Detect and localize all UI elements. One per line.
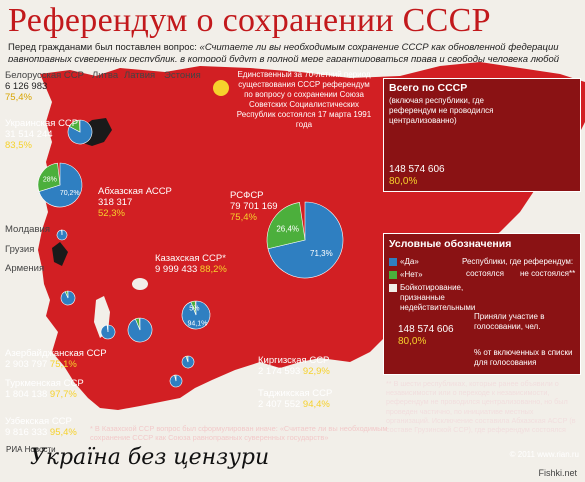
label-georgia: Грузия [5, 244, 35, 255]
pie-slice [185, 355, 189, 363]
legend-sample-stats: 148 574 606 80,0% [398, 324, 454, 347]
label-kazakh: Казахская ССР* 9 999 433 88,2% [155, 253, 227, 275]
pie-slice [38, 162, 83, 208]
total-panel [383, 78, 581, 192]
pie-slice [174, 374, 177, 382]
pie-slice [68, 119, 81, 133]
pie-8 [100, 324, 116, 340]
legend-title: Условные обозначения [389, 238, 512, 250]
label-lithuania: Литва [92, 70, 119, 81]
footer-right: © 2011 www.rian.ru [509, 450, 579, 459]
legend-no: «Нет» [400, 270, 423, 279]
hammer-sickle-icon [213, 80, 229, 96]
pie-10 [169, 374, 183, 388]
label-kyrgyz: Киргизская ССР 2 174 593 92,9% [258, 355, 330, 377]
legend-not-held: не состоялся** [520, 269, 576, 278]
legend-boycott-swatch [389, 284, 397, 292]
legend-yes-swatch [389, 258, 397, 266]
pie-slice [134, 317, 141, 331]
label-armenia: Армения [5, 263, 45, 274]
pie-2: 70,2%28% [37, 162, 83, 208]
label-uzbek: Узбекская ССР 9 816 333 95,4% [5, 416, 77, 438]
pie-4: 94,1% 5% [181, 300, 211, 330]
kazakh-footnote: * В Казахской ССР вопрос был сформулиров… [90, 424, 388, 442]
pie-slice [266, 202, 306, 250]
pie-label: 26,4% [276, 224, 299, 233]
pie-7 [60, 290, 76, 306]
label-rsfsr: РСФСР 79 701 169 75,4% [230, 190, 278, 223]
pie-slice [37, 162, 61, 192]
label-moldova: Молдавия [5, 224, 50, 235]
total-title: Всего по СССР [389, 82, 468, 94]
legend-participated: Приняли участие в голосовании, чел. [474, 312, 545, 331]
pie-label: 70,2% [60, 190, 80, 197]
label-turkmen: Туркменская ССР 1 804 138 97,7% [5, 378, 84, 400]
pie-6 [56, 229, 68, 241]
page-title: Референдум о сохранении СССР [8, 2, 491, 39]
fishki-logo: Fishki.net [538, 468, 577, 478]
pie-5 [127, 317, 153, 343]
pie-label: 94,1% [187, 321, 207, 328]
label-estonia: Эстония [164, 70, 201, 81]
label-abkhazia: Абхазская АССР 318 317 52,3% [98, 186, 172, 219]
legend-boycott: Бойкотирование, признанные недействитель… [400, 283, 476, 312]
legend-no-swatch [389, 271, 397, 279]
legend-held-header: Республики, где референдум: [462, 257, 574, 266]
legend-pct: % от включенных в списки для голосования [474, 348, 573, 367]
label-belarus: Белорусская ССР 6 126 983 75,4% [5, 70, 84, 103]
label-tajik: Таджикская ССР 2 407 552 94,4% [258, 388, 333, 410]
watermark: Україна без цензури [30, 445, 270, 470]
intro-text: Единственный за 70-летний период существ… [236, 70, 372, 129]
pie-9 [181, 355, 195, 369]
pie-label: 71,3% [310, 249, 333, 258]
pie-label: 5% [189, 305, 199, 312]
pie-slice [106, 324, 109, 333]
label-latvia: Латвия [124, 70, 156, 81]
pie-1: 71,3% 26,4% [266, 201, 344, 279]
label-azerbaijan: Азербайджанская ССР 2 903 797 75,1% [5, 348, 107, 370]
total-subtitle: (включая республики, где референдум не п… [389, 96, 494, 125]
pie-label: 28% [43, 176, 57, 183]
pie-slice [64, 290, 69, 299]
pie-slice [267, 201, 344, 279]
label-ukraine: Украинская ССР 31 514 244 83,5% [5, 118, 79, 151]
pie-slice [67, 119, 93, 145]
footer-left: РИА Новости [6, 445, 56, 454]
pie-3 [67, 119, 93, 145]
legend-yes: «Да» [400, 257, 419, 266]
legend-panel [383, 233, 581, 375]
pie-slice [190, 300, 197, 316]
legend-held: состоялся [466, 269, 504, 278]
footnote: ** В шести республиках, которые ранее об… [386, 379, 576, 435]
